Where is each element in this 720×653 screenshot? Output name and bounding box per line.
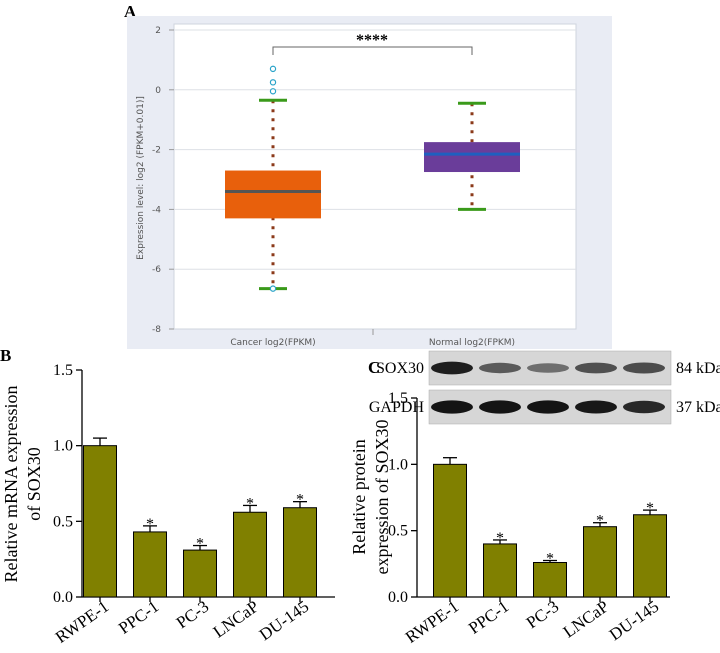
blot-band (527, 400, 569, 414)
bar (583, 526, 617, 598)
bar (183, 549, 217, 598)
significance-bracket (272, 46, 473, 55)
y-tick-label: -8 (152, 325, 161, 335)
significance-star: * (246, 495, 254, 512)
bar (83, 445, 117, 598)
bar-chart-b-y-label-line-1: Relative mRNA expression (1, 386, 21, 583)
bar (133, 531, 167, 598)
x-category-label: PC-3 (523, 597, 563, 633)
blot-band (479, 400, 521, 414)
bar (433, 463, 467, 598)
bar-chart-b-y-label-line-2: of SOX30 (24, 447, 44, 521)
blot-band (575, 400, 617, 414)
x-category-label: PPC-1 (465, 597, 512, 638)
significance-star: * (596, 513, 604, 530)
box-iqr (424, 142, 520, 173)
significance-star: * (196, 536, 204, 553)
outlier-point (269, 285, 277, 292)
bar-chart-c-y-label-line-1: Relative protein (349, 439, 369, 554)
x-category-label: RWPE-1 (402, 597, 462, 647)
bar-chart-c-y-label-line-2: expression of SOX30 (372, 420, 392, 575)
significance-star: * (296, 492, 304, 509)
bar (483, 543, 517, 598)
x-category-label: LNCaP (560, 597, 613, 642)
blot-size-label: 37 kDa (676, 399, 720, 416)
y-tick-label: 1.5 (388, 390, 408, 407)
x-category-label: LNCaP (210, 597, 263, 642)
outlier-point (269, 88, 277, 95)
x-category-label: PC-3 (173, 597, 213, 633)
panel-letter-b: B (0, 346, 11, 365)
x-category-label: Normal log2(FPKM) (429, 338, 515, 348)
x-category-label: Cancer log2(FPKM) (230, 338, 315, 348)
bar-chart-panel-c: SOX30 84 kDa GAPDH 37 kDa 0.0 0.5 1.0 1.5 RWPE-… (349, 350, 720, 647)
y-tick-label: 2 (155, 26, 161, 36)
significance-star: * (496, 530, 504, 547)
box-plot-panel-a: 2 0 -2 -4 -6 -8 Expression level: log2 (FPKM+… (127, 16, 612, 349)
y-tick-label: 0.0 (388, 589, 408, 606)
blot-band (479, 362, 521, 374)
box-iqr (225, 170, 321, 219)
outlier-point (269, 79, 277, 86)
blot-size-label: 84 kDa (676, 360, 720, 377)
significance-star: * (546, 551, 554, 568)
significance-star: * (646, 500, 654, 517)
y-tick-label: -6 (152, 265, 161, 275)
blot-band (431, 400, 473, 414)
outlier-point (269, 65, 277, 73)
x-category-label: PPC-1 (115, 597, 162, 638)
blot-band (527, 363, 569, 373)
significance-star: * (146, 516, 154, 533)
blot-protein-label: SOX30 (376, 360, 424, 377)
significance-label: **** (356, 32, 388, 49)
y-tick-label: 0.0 (53, 589, 73, 606)
blot-band (623, 400, 665, 414)
blot-protein-label: GAPDH (369, 399, 425, 416)
bar (533, 562, 567, 598)
x-category-label: DU-145 (606, 597, 663, 645)
panel-letter-c: C (368, 358, 380, 377)
bar (633, 514, 667, 598)
y-tick-label: 0.5 (388, 523, 408, 540)
y-tick-label: -2 (152, 146, 161, 156)
blot-band (431, 361, 473, 375)
y-tick-label: 0 (155, 86, 161, 96)
y-tick-label: 1.5 (53, 362, 73, 379)
blot-band (623, 362, 665, 374)
box-plot-y-axis-label: Expression level: log2 (FPKM+0.01)] (136, 96, 146, 260)
bar (233, 511, 267, 598)
bar (283, 507, 317, 598)
y-tick-label: 1.0 (388, 456, 408, 473)
blot-band (575, 362, 617, 374)
y-tick-label: 0.5 (53, 513, 73, 530)
x-category-label: DU-145 (256, 597, 313, 645)
y-tick-label: -4 (152, 205, 161, 215)
y-tick-label: 1.0 (53, 438, 73, 455)
